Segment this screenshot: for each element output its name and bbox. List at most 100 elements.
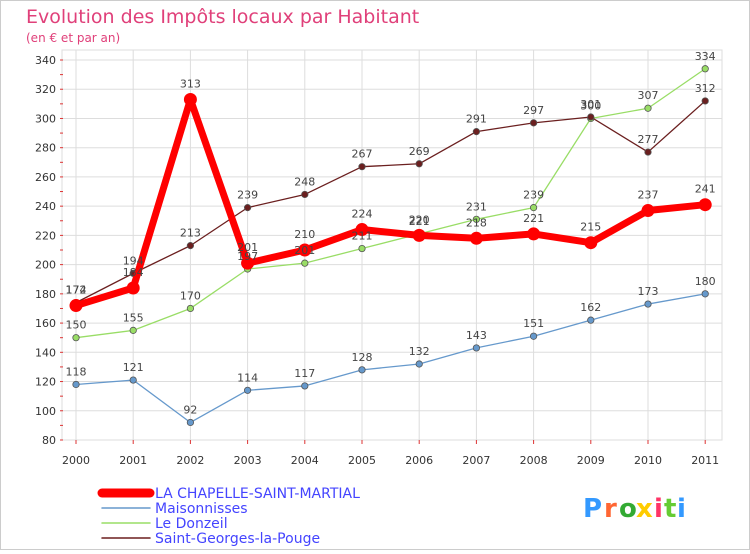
data-label: 307 bbox=[638, 89, 659, 102]
data-point bbox=[244, 386, 252, 394]
data-point bbox=[587, 113, 595, 121]
x-tick-label: 2010 bbox=[634, 454, 662, 467]
data-point bbox=[644, 300, 652, 308]
data-label: 312 bbox=[695, 82, 716, 95]
data-label: 173 bbox=[638, 285, 659, 298]
data-label: 221 bbox=[409, 215, 430, 228]
data-label: 184 bbox=[123, 266, 144, 279]
data-point bbox=[644, 148, 652, 156]
x-tick-label: 2000 bbox=[62, 454, 90, 467]
legend-label: Maisonnisses bbox=[155, 501, 248, 517]
data-label: 118 bbox=[66, 365, 87, 378]
series-line-2 bbox=[75, 68, 706, 339]
legend: LA CHAPELLE-SAINT-MARTIALMaisonnissesLe … bbox=[97, 486, 360, 547]
data-label: 162 bbox=[580, 301, 601, 314]
chart-subtitle: (en € et par an) bbox=[26, 31, 120, 45]
series-line-1 bbox=[75, 293, 706, 424]
y-tick-label: 140 bbox=[35, 346, 56, 359]
data-label: 128 bbox=[352, 351, 373, 364]
data-label: 291 bbox=[466, 113, 487, 126]
x-tick-label: 2008 bbox=[520, 454, 548, 467]
x-tick-label: 2007 bbox=[462, 454, 490, 467]
data-point bbox=[298, 243, 312, 257]
x-tick-label: 2011 bbox=[691, 454, 719, 467]
y-tick-label: 100 bbox=[35, 405, 56, 418]
series-lines bbox=[69, 65, 712, 427]
data-point bbox=[183, 92, 197, 106]
data-point bbox=[126, 281, 140, 295]
data-point bbox=[415, 360, 423, 368]
series-line-0 bbox=[72, 95, 709, 310]
data-label: 194 bbox=[123, 254, 144, 267]
data-label: 174 bbox=[66, 284, 87, 297]
data-label: 334 bbox=[695, 50, 716, 63]
y-tick-label: 80 bbox=[42, 434, 56, 447]
y-tick-label: 120 bbox=[35, 376, 56, 389]
logo-letter: i bbox=[654, 494, 663, 524]
data-label: 197 bbox=[237, 250, 258, 263]
data-label: 218 bbox=[466, 216, 487, 229]
data-label: 269 bbox=[409, 145, 430, 158]
data-label: 224 bbox=[352, 208, 373, 221]
legend-label: Saint-Georges-la-Pouge bbox=[155, 531, 320, 547]
data-point bbox=[472, 215, 480, 223]
data-point bbox=[701, 97, 709, 105]
logo-letter: P bbox=[583, 494, 602, 524]
data-point bbox=[529, 332, 538, 340]
data-label: 151 bbox=[523, 317, 544, 330]
data-label: 143 bbox=[466, 329, 487, 342]
x-tick-label: 2009 bbox=[577, 454, 605, 467]
data-point bbox=[472, 344, 480, 352]
data-point bbox=[244, 204, 252, 212]
data-label: 215 bbox=[580, 221, 601, 234]
data-label: 117 bbox=[294, 367, 315, 380]
data-label: 248 bbox=[294, 175, 315, 188]
data-label: 241 bbox=[695, 183, 716, 196]
y-tick-label: 320 bbox=[35, 83, 56, 96]
data-point bbox=[527, 227, 541, 241]
data-label: 301 bbox=[580, 98, 601, 111]
data-point bbox=[186, 242, 194, 250]
data-point bbox=[415, 160, 423, 168]
data-labels: 172 184 313 201 210 224 220 218 221 215 237 241 118 1… bbox=[66, 50, 716, 417]
data-point bbox=[186, 304, 194, 313]
data-label: 277 bbox=[638, 133, 659, 146]
legend-label: Le Donzeil bbox=[155, 516, 228, 532]
data-label: 313 bbox=[180, 77, 201, 90]
data-label: 220 bbox=[409, 213, 430, 226]
data-label: 211 bbox=[352, 230, 373, 243]
data-point bbox=[644, 104, 652, 112]
x-tick-label: 2002 bbox=[176, 454, 204, 467]
data-label: 132 bbox=[409, 345, 430, 358]
data-point bbox=[701, 65, 709, 73]
y-tick-label: 180 bbox=[35, 288, 56, 301]
data-label: 201 bbox=[237, 241, 258, 254]
data-point bbox=[355, 223, 369, 237]
data-label: 201 bbox=[294, 244, 315, 257]
data-point bbox=[129, 326, 137, 334]
data-label: 180 bbox=[695, 275, 716, 288]
data-point bbox=[469, 231, 483, 245]
data-point bbox=[241, 256, 255, 270]
data-label: 170 bbox=[180, 289, 201, 302]
y-tick-label: 240 bbox=[35, 200, 56, 213]
x-tick-label: 2001 bbox=[119, 454, 147, 467]
logo-letter: i bbox=[677, 494, 686, 524]
data-label: 297 bbox=[523, 104, 544, 117]
data-label: 121 bbox=[123, 361, 144, 374]
data-point bbox=[584, 236, 598, 250]
data-point bbox=[698, 198, 712, 212]
data-point bbox=[72, 380, 80, 389]
data-point bbox=[358, 366, 366, 374]
data-label: 239 bbox=[237, 189, 258, 202]
x-tick-label: 2004 bbox=[291, 454, 319, 467]
data-point bbox=[69, 299, 83, 313]
y-tick-label: 300 bbox=[35, 112, 56, 125]
data-point bbox=[529, 119, 538, 127]
chart-title: Evolution des Impôts locaux par Habitant bbox=[26, 6, 419, 28]
data-point bbox=[129, 376, 137, 384]
data-point bbox=[186, 418, 194, 427]
y-tick-label: 220 bbox=[35, 229, 56, 242]
data-point bbox=[358, 244, 366, 253]
x-tick-label: 2006 bbox=[405, 454, 433, 467]
